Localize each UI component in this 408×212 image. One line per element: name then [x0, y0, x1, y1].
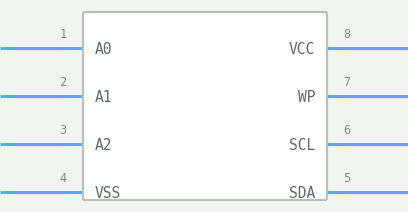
- Text: 6: 6: [344, 124, 350, 137]
- Text: A1: A1: [95, 89, 113, 105]
- Text: VCC: VCC: [289, 42, 315, 57]
- Text: A0: A0: [95, 42, 113, 57]
- Text: A2: A2: [95, 138, 113, 152]
- Text: VSS: VSS: [95, 186, 121, 201]
- Text: SCL: SCL: [289, 138, 315, 152]
- Text: 5: 5: [344, 172, 350, 185]
- Text: 4: 4: [60, 172, 67, 185]
- Text: WP: WP: [297, 89, 315, 105]
- Text: SDA: SDA: [289, 186, 315, 201]
- FancyBboxPatch shape: [83, 12, 327, 200]
- Text: 3: 3: [60, 124, 67, 137]
- Text: 7: 7: [344, 76, 350, 89]
- Text: 2: 2: [60, 76, 67, 89]
- Text: 8: 8: [344, 28, 350, 41]
- Text: 1: 1: [60, 28, 67, 41]
